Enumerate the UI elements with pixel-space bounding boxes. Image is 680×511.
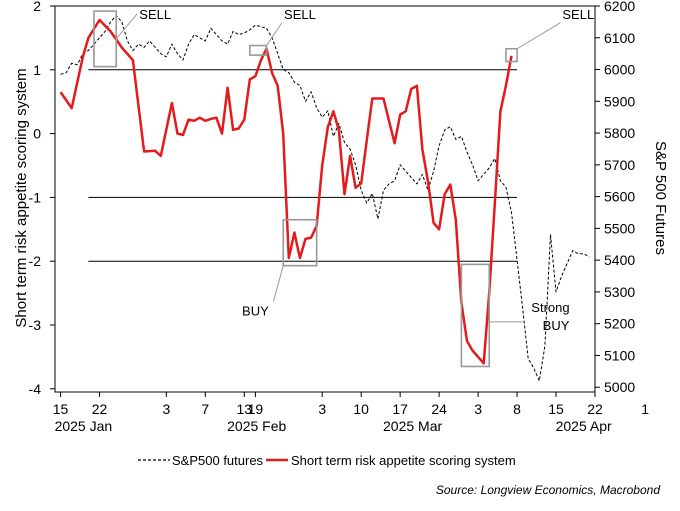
y-right-tick-label: 5700	[604, 157, 635, 173]
x-tick-label: 10	[353, 401, 369, 417]
x-tick-label: 7	[201, 401, 209, 417]
legend: S&P500 futures Short term risk appetite …	[138, 453, 516, 468]
y-axis-right-title: S&P 500 Futures	[652, 141, 669, 255]
annotation-box	[282, 218, 318, 267]
annotation-box	[505, 47, 518, 63]
annotation-box	[249, 44, 268, 56]
y-left-tick-label: 0	[33, 126, 41, 142]
annotations: SELL SELL BUY SELL Strong BUY	[93, 7, 594, 368]
y-right-tick-label: 5900	[604, 93, 635, 109]
y-right-tick-label: 5000	[604, 379, 635, 395]
legend-label-sp500: S&P500 futures	[172, 453, 264, 468]
series-line-sp500-futures	[60, 15, 590, 382]
annotation-label: BUY	[543, 318, 570, 333]
y-right-tick-label: 5400	[604, 252, 635, 268]
x-tick-label: 13	[236, 401, 252, 417]
y-left-tick-label: 1	[33, 62, 41, 78]
annotation-leader	[266, 22, 283, 46]
annotation-label: SELL	[284, 7, 316, 22]
annotation-label: BUY	[242, 303, 269, 318]
x-tick-label: 8	[513, 401, 521, 417]
annotation-label: Strong	[531, 300, 569, 315]
annotation-leader	[115, 13, 138, 40]
annotation-box	[460, 263, 491, 368]
x-tick-label: 19	[248, 401, 264, 417]
y-left-tick-label: 2	[33, 0, 41, 14]
legend-label-risk-appetite: Short term risk appetite scoring system	[291, 453, 516, 468]
x-tick-label: 15	[548, 401, 564, 417]
axes: 210-1-2-3-462006100600059005800570056005…	[29, 0, 650, 434]
x-month-label: 2025 Apr	[556, 418, 612, 434]
y-axis-left-title: Short term risk appetite scoring system	[13, 68, 30, 327]
x-tick-label: 22	[92, 401, 108, 417]
annotation-leader	[516, 22, 561, 50]
series-layer	[59, 15, 590, 382]
x-tick-label: 1	[641, 401, 649, 417]
x-tick-label: 22	[587, 401, 603, 417]
plot-frame	[54, 5, 596, 393]
y-right-tick-label: 6200	[604, 0, 635, 14]
y-right-tick-label: 5800	[604, 125, 635, 141]
annotation-label: SELL	[562, 7, 594, 22]
x-tick-label: 17	[392, 401, 408, 417]
x-tick-label: 3	[162, 401, 170, 417]
plot-area	[54, 5, 596, 393]
x-month-label: 2025 Feb	[227, 418, 286, 434]
x-tick-label: 3	[318, 401, 326, 417]
x-tick-label: 24	[431, 401, 447, 417]
y-right-tick-label: 5300	[604, 284, 635, 300]
x-tick-label: 15	[53, 401, 69, 417]
x-tick-label: 3	[474, 401, 482, 417]
y-left-tick-label: -2	[29, 253, 42, 269]
y-right-tick-label: 5500	[604, 220, 635, 236]
annotation-label: SELL	[139, 7, 171, 22]
annotation-leader	[272, 265, 284, 302]
y-left-tick-label: -1	[29, 189, 42, 205]
x-month-label: 2025 Jan	[55, 418, 113, 434]
reference-lines	[88, 5, 518, 262]
y-left-tick-label: -4	[29, 381, 42, 397]
y-left-tick-label: -3	[29, 317, 42, 333]
series-line-risk-appetite	[59, 18, 513, 365]
y-right-tick-label: 5200	[604, 316, 635, 332]
source-note: Source: Longview Economics, Macrobond	[436, 483, 660, 497]
x-month-label: 2025 Mar	[383, 418, 442, 434]
y-right-tick-label: 6100	[604, 30, 635, 46]
y-right-tick-label: 5100	[604, 347, 635, 363]
y-right-tick-label: 5600	[604, 189, 635, 205]
y-right-tick-label: 6000	[604, 62, 635, 78]
